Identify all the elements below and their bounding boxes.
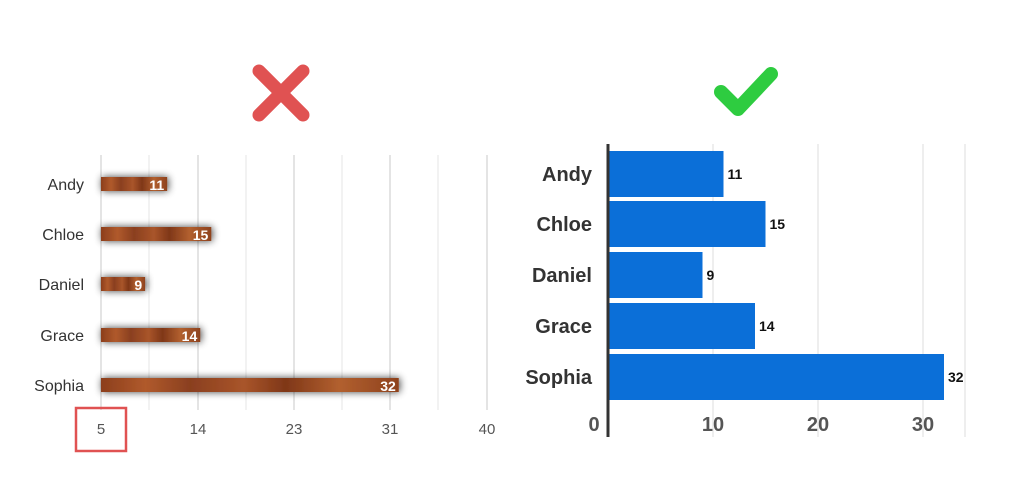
category-label: Chloe xyxy=(536,214,592,236)
x-tick-label: 10 xyxy=(702,414,724,436)
data-label: 14 xyxy=(182,328,198,344)
category-label: Sophia xyxy=(34,378,84,395)
bar xyxy=(608,303,755,349)
category-label: Grace xyxy=(535,316,592,338)
data-label: 32 xyxy=(380,378,396,394)
data-label: 9 xyxy=(134,277,142,293)
x-tick-label: 30 xyxy=(912,414,934,436)
data-label: 11 xyxy=(149,177,164,193)
x-tick-label: 5 xyxy=(97,421,105,438)
x-tick-label: 0 xyxy=(588,414,599,436)
data-label: 15 xyxy=(770,216,786,232)
data-label: 11 xyxy=(728,166,743,182)
category-label: Andy xyxy=(48,177,84,194)
category-label: Daniel xyxy=(532,265,592,287)
bar xyxy=(608,252,703,298)
checkmark-icon xyxy=(714,67,778,116)
bar xyxy=(608,354,944,400)
category-label: Chloe xyxy=(42,227,84,244)
bar xyxy=(101,177,168,191)
x-tick-label: 23 xyxy=(286,421,303,438)
data-label: 9 xyxy=(707,267,715,283)
bar xyxy=(101,227,212,241)
data-label: 15 xyxy=(193,227,209,243)
category-label: Daniel xyxy=(39,277,84,294)
cross-icon xyxy=(252,64,310,122)
bar xyxy=(101,277,146,291)
bar xyxy=(101,378,399,392)
bar xyxy=(608,151,724,197)
category-label: Andy xyxy=(542,164,593,186)
x-tick-label: 20 xyxy=(807,414,829,436)
x-tick-label: 31 xyxy=(382,421,399,438)
bar xyxy=(608,201,766,247)
data-label: 14 xyxy=(759,318,775,334)
x-tick-label: 14 xyxy=(190,421,207,438)
highlight-box xyxy=(74,406,128,453)
bar xyxy=(101,328,201,342)
x-tick-label: 40 xyxy=(479,421,496,438)
data-label: 32 xyxy=(948,369,964,385)
category-label: Grace xyxy=(40,328,84,345)
category-label: Sophia xyxy=(525,367,593,389)
